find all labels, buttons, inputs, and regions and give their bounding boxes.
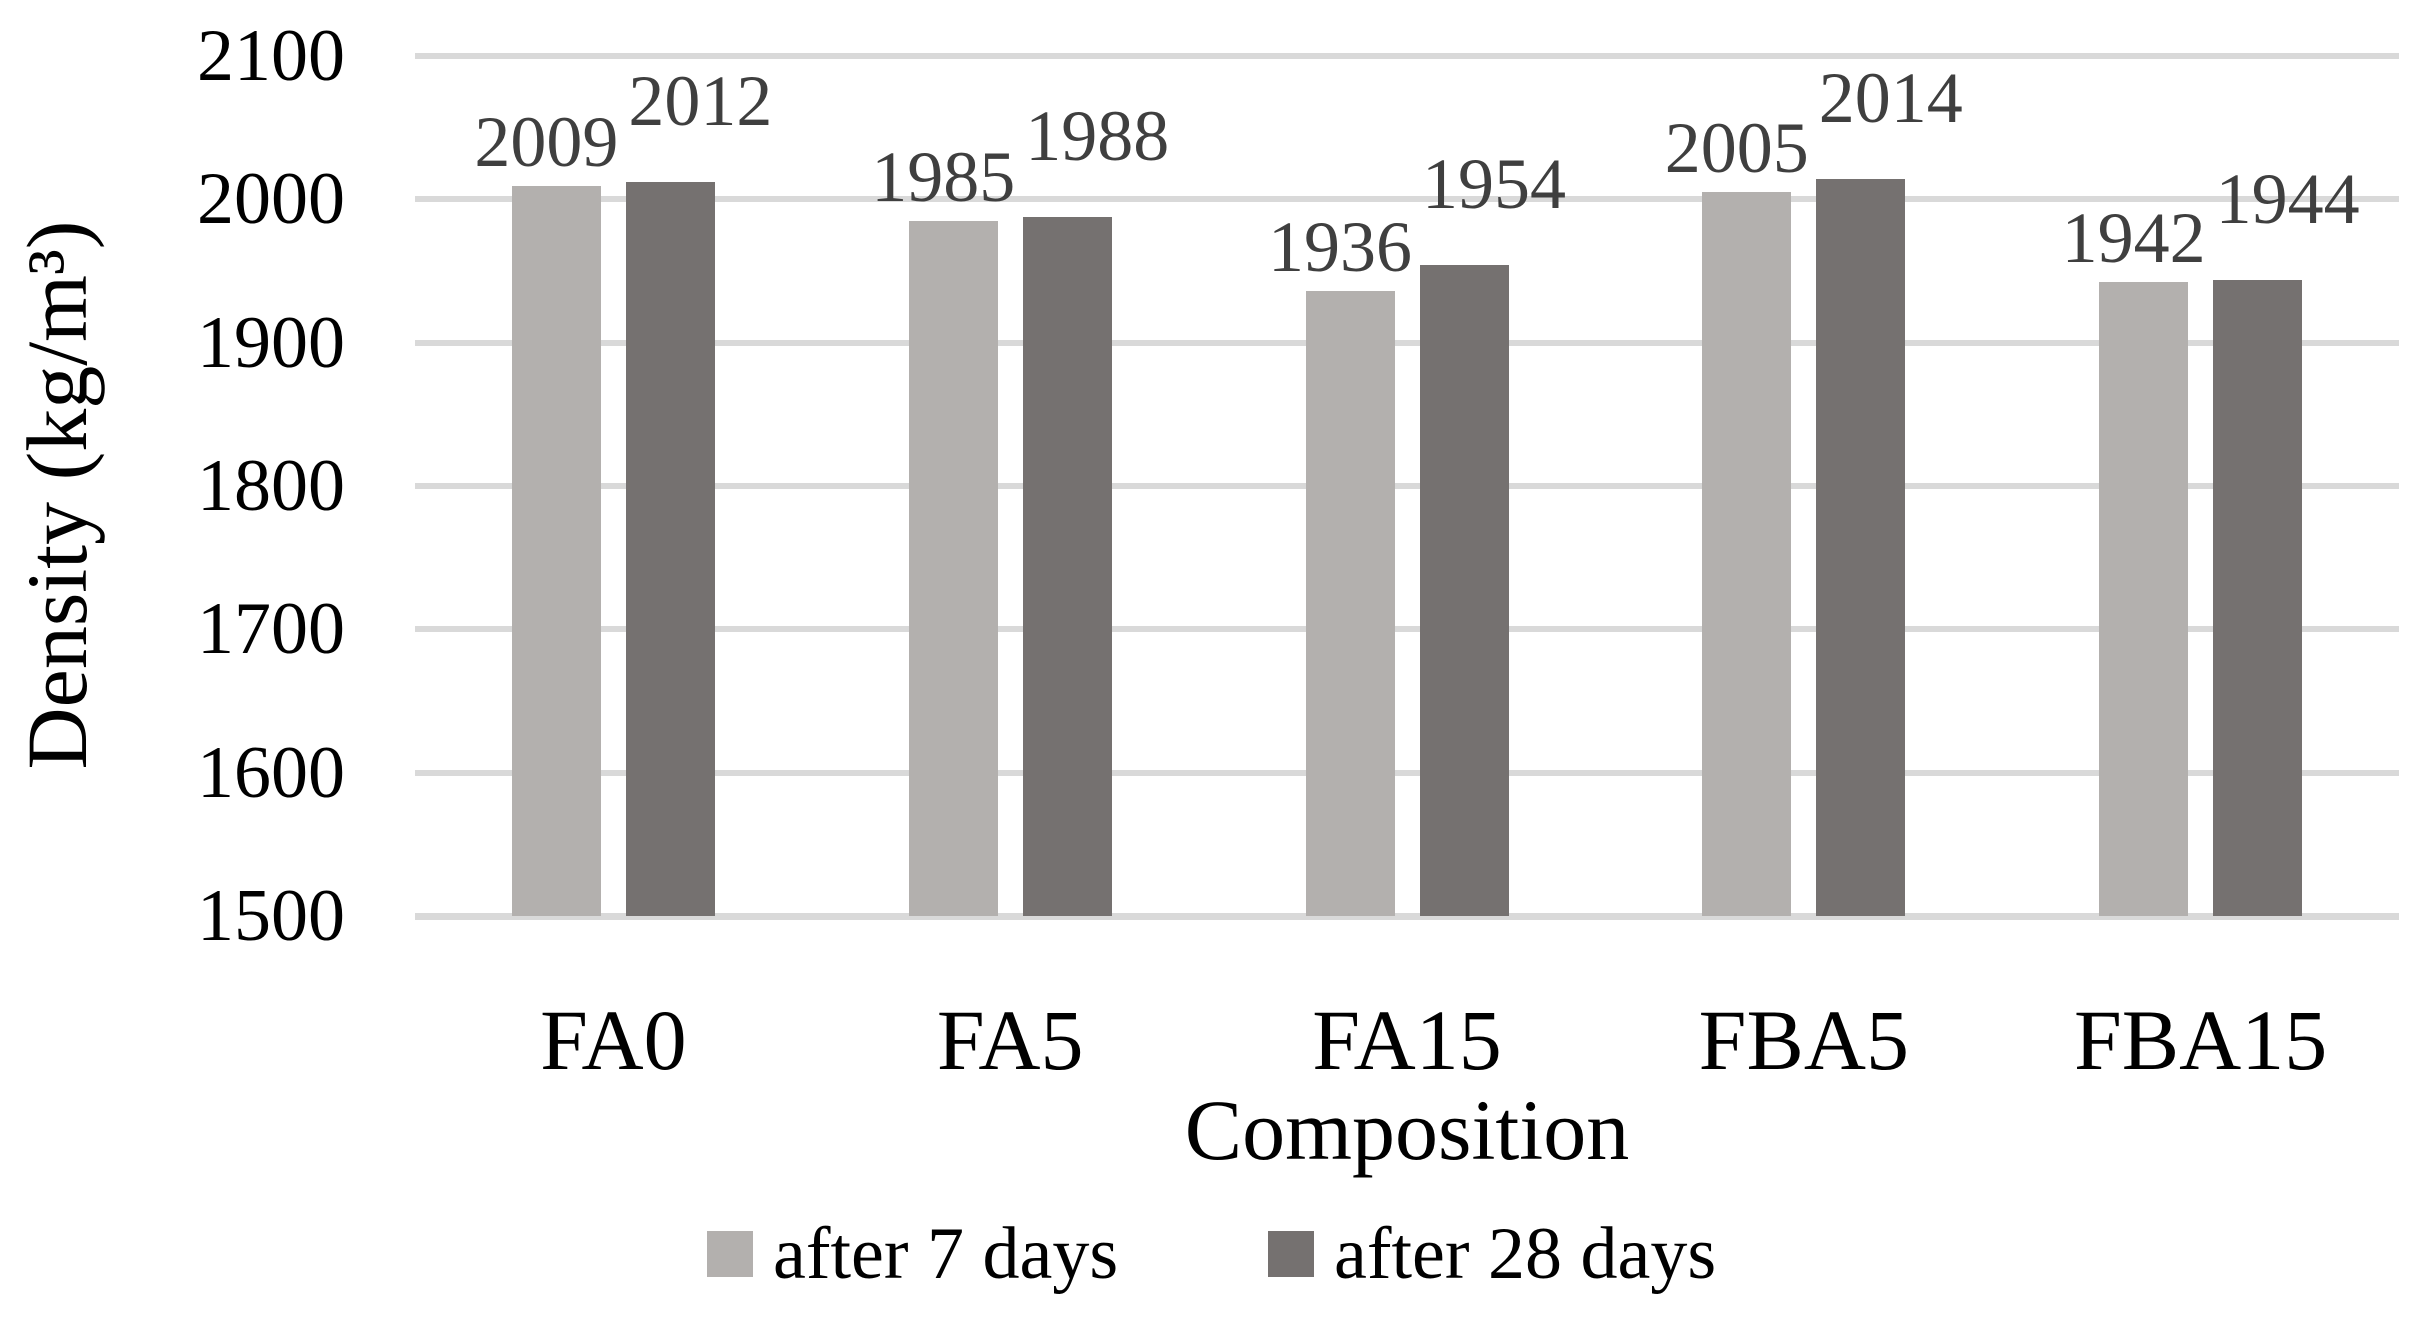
x-category-label-FBA15: FBA15 [2073, 992, 2328, 1088]
x-category-label-FA0: FA0 [540, 992, 687, 1088]
bar-FBA5-7days [1702, 192, 1792, 916]
bar-value-label: 2012 [628, 61, 773, 142]
bar-value-label: 2009 [474, 102, 619, 183]
gridline [415, 53, 2399, 59]
x-category-label-FBA5: FBA5 [1698, 992, 1909, 1088]
legend-item-after-7-days: after 7 days [707, 1217, 1118, 1291]
legend-item-after-28-days: after 28 days [1268, 1217, 1716, 1291]
gridline [415, 196, 2399, 203]
gridline [415, 483, 2399, 489]
bar-FA15-28days [1419, 265, 1509, 916]
bar-FA5-28days [1022, 216, 1112, 916]
y-tick-label: 1900 [197, 301, 345, 384]
legend-label-after-28-days: after 28 days [1334, 1213, 1717, 1295]
x-axis-title: Composition [1184, 1082, 1630, 1178]
y-tick-label: 1700 [197, 588, 345, 671]
x-category-label-FA5: FA5 [936, 992, 1084, 1088]
legend-swatch-after-28-days-icon [1268, 1231, 1314, 1277]
y-tick-label: 1500 [197, 875, 345, 957]
legend-label-after-7-days: after 7 days [773, 1213, 1119, 1295]
y-tick-label: 1600 [197, 731, 345, 814]
bar-value-label: 2014 [1818, 58, 1963, 139]
bar-value-label: 1944 [2215, 158, 2360, 239]
bar-FA0-7days [511, 186, 601, 916]
gridline [415, 339, 2399, 346]
x-axis-line [415, 913, 2399, 920]
bar-value-label: 1936 [1268, 207, 1412, 288]
bar-FA15-7days [1305, 291, 1395, 916]
gridline [415, 769, 2399, 776]
bar-FBA5-28days [1816, 179, 1906, 916]
bar-FA5-7days [908, 220, 998, 916]
x-category-label-FA15: FA15 [1312, 992, 1502, 1088]
y-tick-label: 2000 [197, 158, 345, 241]
bar-value-label: 1942 [2061, 198, 2206, 279]
bar-value-label: 1988 [1025, 95, 1170, 176]
y-tick-label: 1800 [197, 445, 345, 527]
bar-value-label: 1985 [871, 136, 1016, 217]
bar-value-label: 1954 [1422, 144, 1566, 225]
legend-swatch-after-7-days-icon [707, 1231, 753, 1277]
bar-FBA15-7days [2099, 282, 2189, 916]
bar-FA0-28days [625, 182, 715, 916]
bar-value-label: 2005 [1664, 108, 1809, 189]
plot-area: 2009 2012 1985 1988 1936 1954 2005 2014 1942 1944 [415, 53, 2399, 920]
y-tick-label: 2100 [197, 15, 345, 97]
bar-FBA15-28days [2213, 279, 2303, 916]
gridline [415, 626, 2399, 633]
